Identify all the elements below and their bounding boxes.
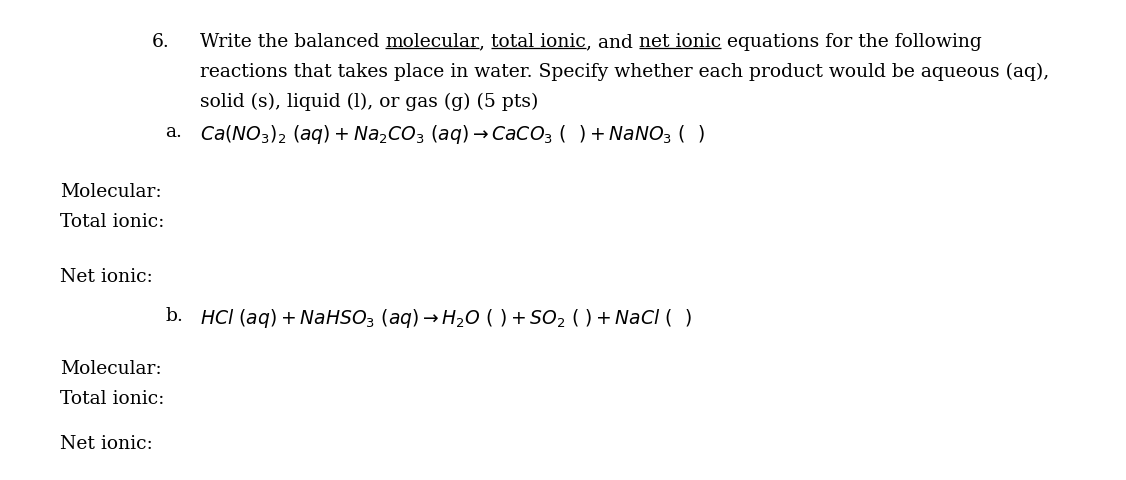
Text: solid (s), liquid (l), or gas (g) (5 pts): solid (s), liquid (l), or gas (g) (5 pts…: [200, 93, 538, 111]
Text: ,: ,: [480, 33, 491, 51]
Text: Net ionic:: Net ionic:: [60, 435, 153, 453]
Text: Molecular:: Molecular:: [60, 360, 162, 378]
Text: Write the balanced: Write the balanced: [200, 33, 385, 51]
Text: , and: , and: [586, 33, 638, 51]
Text: a.: a.: [166, 123, 182, 141]
Text: molecular: molecular: [385, 33, 480, 51]
Text: Molecular:: Molecular:: [60, 183, 162, 201]
Text: 6.: 6.: [152, 33, 170, 51]
Text: net ionic: net ionic: [638, 33, 721, 51]
Text: b.: b.: [166, 307, 182, 325]
Text: equations for the following: equations for the following: [721, 33, 982, 51]
Text: Total ionic:: Total ionic:: [60, 213, 164, 231]
Text: $\mathit{HCl\ (aq) + NaHSO_3\ (aq) \rightarrow H_2O\ (\ ) + SO_2\ (\ ) + NaCl\ (: $\mathit{HCl\ (aq) + NaHSO_3\ (aq) \righ…: [200, 307, 691, 330]
Text: $\mathit{Ca(NO_3)_2\ (aq) + Na_2CO_3\ (aq) \rightarrow CaCO_3\ (\ \ ) + NaNO_3\ : $\mathit{Ca(NO_3)_2\ (aq) + Na_2CO_3\ (a…: [200, 123, 705, 146]
Text: total ionic: total ionic: [491, 33, 586, 51]
Text: Net ionic:: Net ionic:: [60, 268, 153, 286]
Text: Total ionic:: Total ionic:: [60, 390, 164, 408]
Text: reactions that takes place in water. Specify whether each product would be aqueo: reactions that takes place in water. Spe…: [200, 63, 1049, 81]
